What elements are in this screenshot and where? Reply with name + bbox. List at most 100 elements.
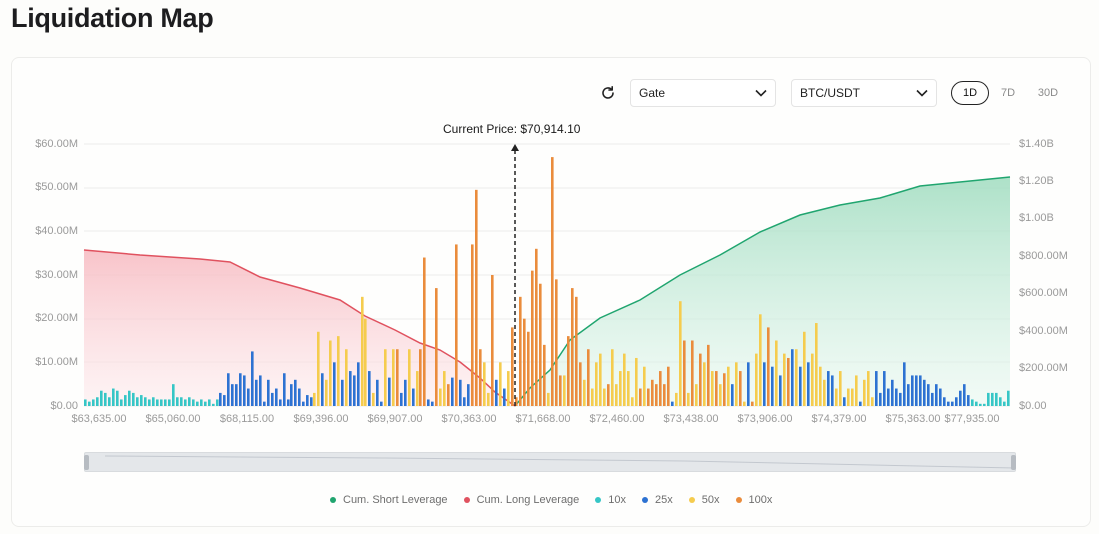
- bar-50x[interactable]: [863, 379, 866, 406]
- bar-100x[interactable]: [475, 189, 478, 406]
- bar-100x[interactable]: [471, 244, 474, 406]
- bar-50x[interactable]: [599, 353, 602, 406]
- bar-50x[interactable]: [835, 388, 838, 406]
- bar-25x[interactable]: [899, 392, 902, 406]
- bar-10x[interactable]: [1003, 401, 1006, 406]
- bar-10x[interactable]: [120, 399, 123, 406]
- bar-10x[interactable]: [84, 399, 87, 406]
- bar-50x[interactable]: [619, 371, 622, 406]
- bar-50x[interactable]: [563, 375, 566, 406]
- bar-25x[interactable]: [747, 362, 750, 406]
- bar-25x[interactable]: [951, 401, 954, 406]
- bar-100x[interactable]: [419, 349, 422, 406]
- bar-50x[interactable]: [439, 388, 442, 406]
- bar-10x[interactable]: [979, 403, 982, 406]
- bar-50x[interactable]: [583, 379, 586, 406]
- bar-25x[interactable]: [903, 362, 906, 406]
- bar-50x[interactable]: [811, 353, 814, 406]
- bar-50x[interactable]: [313, 392, 316, 406]
- bar-25x[interactable]: [349, 371, 352, 406]
- bar-50x[interactable]: [591, 388, 594, 406]
- bar-50x[interactable]: [815, 323, 818, 406]
- bar-10x[interactable]: [124, 395, 127, 406]
- bar-25x[interactable]: [931, 392, 934, 406]
- bar-25x[interactable]: [283, 373, 286, 406]
- legend-50x[interactable]: 50x: [688, 494, 720, 506]
- bar-25x[interactable]: [247, 388, 250, 406]
- slider-right-handle[interactable]: [1011, 455, 1016, 470]
- refresh-button[interactable]: [596, 81, 620, 105]
- bar-100x[interactable]: [479, 349, 482, 406]
- timeframe-1d-button[interactable]: 1D: [951, 81, 989, 105]
- bar-25x[interactable]: [302, 401, 305, 406]
- bar-10x[interactable]: [108, 397, 111, 406]
- bar-10x[interactable]: [168, 399, 171, 406]
- bar-25x[interactable]: [879, 392, 882, 406]
- bar-50x[interactable]: [675, 392, 678, 406]
- bar-50x[interactable]: [775, 340, 778, 407]
- bar-50x[interactable]: [372, 392, 375, 406]
- bar-100x[interactable]: [435, 288, 438, 406]
- bar-25x[interactable]: [294, 379, 297, 406]
- bar-10x[interactable]: [92, 399, 95, 406]
- bar-25x[interactable]: [907, 384, 910, 406]
- bar-50x[interactable]: [783, 353, 786, 406]
- bar-25x[interactable]: [380, 401, 383, 406]
- bar-25x[interactable]: [779, 375, 782, 406]
- bar-50x[interactable]: [325, 379, 328, 406]
- legend-100x[interactable]: 100x: [735, 494, 772, 506]
- bar-25x[interactable]: [943, 397, 946, 406]
- bar-25x[interactable]: [255, 379, 258, 406]
- bar-25x[interactable]: [967, 395, 970, 406]
- bar-25x[interactable]: [376, 379, 379, 406]
- bar-25x[interactable]: [883, 371, 886, 406]
- bar-100x[interactable]: [531, 270, 534, 406]
- bar-50x[interactable]: [416, 371, 419, 406]
- bar-25x[interactable]: [463, 397, 466, 406]
- bar-25x[interactable]: [287, 399, 290, 406]
- bar-100x[interactable]: [639, 388, 642, 406]
- bar-25x[interactable]: [935, 384, 938, 406]
- bar-10x[interactable]: [156, 399, 159, 406]
- bar-10x[interactable]: [128, 390, 131, 406]
- bar-100x[interactable]: [539, 283, 542, 406]
- bar-50x[interactable]: [507, 371, 510, 406]
- bar-50x[interactable]: [687, 392, 690, 406]
- bar-100x[interactable]: [571, 288, 574, 406]
- bar-25x[interactable]: [915, 375, 918, 406]
- bar-100x[interactable]: [491, 275, 494, 406]
- bar-25x[interactable]: [400, 392, 403, 406]
- bar-50x[interactable]: [635, 357, 638, 406]
- bar-10x[interactable]: [208, 399, 211, 406]
- bar-25x[interactable]: [267, 379, 270, 406]
- bar-100x[interactable]: [667, 366, 670, 406]
- bar-10x[interactable]: [188, 397, 191, 406]
- bar-50x[interactable]: [871, 397, 874, 406]
- bar-50x[interactable]: [795, 349, 798, 406]
- bar-25x[interactable]: [310, 397, 313, 406]
- bar-25x[interactable]: [239, 373, 242, 406]
- bar-50x[interactable]: [735, 362, 738, 406]
- bar-100x[interactable]: [787, 357, 790, 406]
- bar-25x[interactable]: [503, 388, 506, 406]
- bar-100x[interactable]: [659, 371, 662, 406]
- bar-10x[interactable]: [991, 392, 994, 406]
- bar-25x[interactable]: [321, 373, 324, 406]
- bar-25x[interactable]: [353, 375, 356, 406]
- bar-10x[interactable]: [116, 390, 119, 406]
- bar-100x[interactable]: [575, 296, 578, 406]
- bar-50x[interactable]: [855, 375, 858, 406]
- bar-10x[interactable]: [204, 401, 207, 406]
- bar-100x[interactable]: [519, 296, 522, 406]
- legend-cum-long[interactable]: Cum. Long Leverage: [463, 494, 579, 506]
- bar-25x[interactable]: [467, 384, 470, 406]
- bar-25x[interactable]: [243, 375, 246, 406]
- bar-25x[interactable]: [368, 371, 371, 406]
- bar-25x[interactable]: [263, 401, 266, 406]
- bar-50x[interactable]: [345, 349, 348, 406]
- bar-50x[interactable]: [679, 301, 682, 406]
- bar-10x[interactable]: [136, 397, 139, 406]
- bar-10x[interactable]: [1007, 390, 1010, 406]
- bar-10x[interactable]: [196, 401, 199, 406]
- bar-25x[interactable]: [271, 392, 274, 406]
